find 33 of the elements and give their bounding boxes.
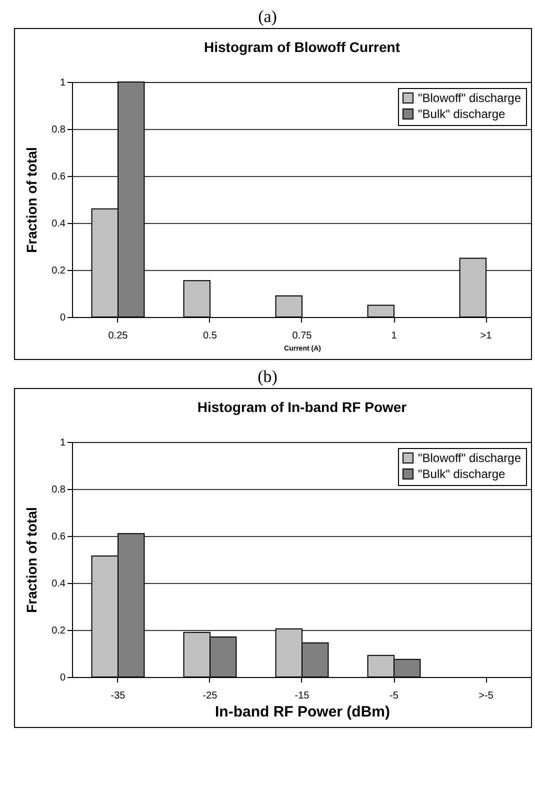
x-tick-label: >-5 bbox=[478, 690, 494, 702]
x-tick-label: 1 bbox=[391, 330, 398, 342]
legend-label: "Bulk" discharge bbox=[418, 467, 506, 481]
y-tick-label: 0.6 bbox=[52, 172, 66, 182]
y-axis-title: Fraction of total bbox=[24, 507, 40, 613]
legend-label: "Blowoff" discharge bbox=[418, 451, 522, 465]
y-tick-label: 0.4 bbox=[52, 578, 66, 590]
y-tick-label: 0.2 bbox=[52, 266, 66, 276]
x-tick-label: 0.25 bbox=[108, 330, 128, 342]
x-tick-label: -15 bbox=[294, 690, 310, 702]
legend-label: "Blowoff" discharge bbox=[418, 91, 522, 105]
x-tick-label: 0.5 bbox=[203, 330, 218, 342]
x-tick-label: >1 bbox=[480, 330, 492, 342]
x-tick-label: -5 bbox=[390, 690, 399, 702]
text: (a) bbox=[257, 6, 278, 28]
y-tick-label: 0.2 bbox=[52, 626, 66, 636]
y-tick-label: 1 bbox=[60, 78, 66, 88]
y-tick-label: 0.8 bbox=[52, 124, 66, 136]
y-tick-label: 0 bbox=[60, 672, 66, 684]
legend-label: "Bulk" discharge bbox=[418, 107, 506, 121]
y-tick-label: 1 bbox=[60, 438, 66, 448]
y-tick-label: 0.6 bbox=[52, 532, 66, 542]
text: (b) bbox=[256, 366, 278, 388]
y-axis-title: Fraction of total bbox=[24, 147, 40, 253]
x-axis-title: In-band RF Power (dBm) bbox=[215, 704, 390, 720]
y-tick-label: 0.4 bbox=[52, 218, 66, 230]
y-tick-label: 0 bbox=[60, 312, 66, 324]
x-tick-label: -25 bbox=[202, 690, 218, 702]
y-tick-label: 0.8 bbox=[52, 484, 66, 496]
x-tick-label: 0.75 bbox=[292, 330, 312, 342]
x-tick-label: -35 bbox=[110, 690, 126, 702]
chart-title: Histogram of Blowoff Current bbox=[204, 39, 400, 55]
chart-title: Histogram of In-band RF Power bbox=[197, 399, 408, 415]
